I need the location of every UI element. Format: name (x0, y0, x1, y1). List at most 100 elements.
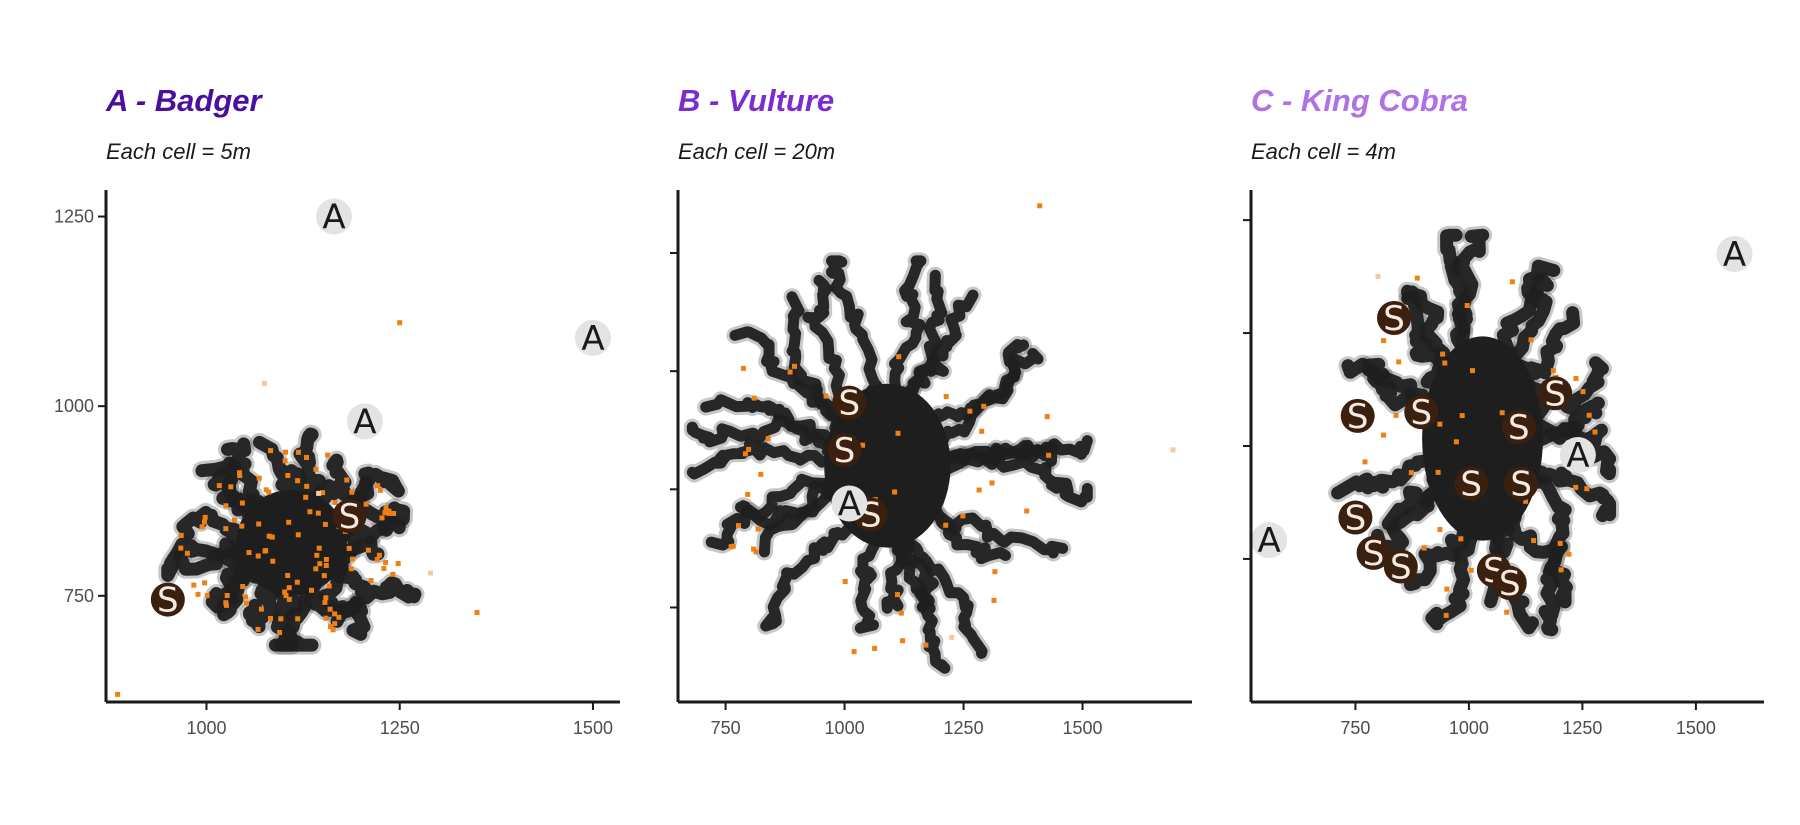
observation-point (285, 473, 291, 478)
observation-point (374, 556, 380, 562)
track-arm (705, 460, 893, 551)
observation-point (240, 584, 246, 589)
track-arm (802, 274, 893, 472)
observation-point (216, 483, 222, 489)
observation-point (363, 501, 369, 507)
settlement-marker: S (1377, 299, 1412, 339)
settlement-marker: S (1492, 564, 1527, 604)
activity-marker-label: A (353, 402, 376, 442)
observation-point (228, 484, 234, 490)
observation-point (755, 526, 761, 532)
settlement-marker-circle (1338, 500, 1373, 535)
axes: 1000 1250 1500 750 1000 1250 (54, 190, 620, 738)
observation-point (736, 523, 741, 529)
observation-point (896, 354, 902, 360)
observation-point (376, 552, 382, 558)
observation-point (322, 599, 328, 605)
activity-marker-circle (1716, 236, 1753, 272)
settlement-marker-circle (827, 432, 862, 467)
track-arm-halo (878, 437, 1061, 481)
settlement-marker-circle (832, 385, 867, 420)
activity-marker: A (574, 319, 611, 359)
activity-marker: A (1559, 436, 1596, 476)
observation-point (872, 645, 878, 651)
observation-point (943, 394, 949, 399)
track-arm-halo (1447, 225, 1496, 449)
observation-point (246, 550, 252, 555)
settlement-markers: SS (150, 497, 367, 621)
observation-point (268, 448, 274, 454)
observation-point (202, 519, 207, 525)
observation-point (304, 455, 309, 460)
settlement-marker: S (150, 581, 185, 621)
observation-point (1442, 360, 1448, 366)
settlement-marker-label: S (1345, 499, 1367, 539)
observation-point (224, 593, 230, 598)
observation-point (223, 503, 229, 509)
outlier-point (323, 563, 329, 568)
observation-point (1580, 389, 1586, 395)
observation-point (1458, 536, 1464, 542)
track-arm (1476, 356, 1609, 449)
observation-point (239, 523, 245, 529)
observation-point (348, 566, 354, 572)
settlement-marker: S (1356, 534, 1391, 574)
settlement-marker: S (832, 384, 867, 424)
movement-track (158, 424, 425, 655)
observation-point (244, 600, 249, 606)
observation-point (792, 363, 797, 369)
x-tick-label: 750 (1340, 718, 1370, 738)
observation-point (383, 560, 389, 565)
track-arm-halo (702, 457, 896, 554)
settlement-marker-label: S (1363, 534, 1385, 574)
activity-marker-circle (1559, 437, 1596, 474)
activity-marker-circle (1251, 522, 1288, 559)
settlement-marker-circle (1492, 566, 1527, 601)
observation-point (327, 606, 333, 612)
observation-point (314, 552, 320, 558)
observation-point (269, 534, 275, 540)
observation-point (268, 616, 273, 621)
settlement-marker: S (1454, 465, 1489, 505)
activity-marker: A (1251, 521, 1288, 561)
observation-point (313, 466, 319, 472)
observation-point (332, 500, 338, 505)
observation-point (377, 487, 383, 493)
settlement-marker-label: S (1499, 564, 1521, 604)
observation-point (323, 557, 329, 562)
observation-point (386, 508, 392, 514)
observation-point (823, 393, 829, 399)
observation-point (307, 509, 313, 515)
activity-markers: A A A (316, 198, 611, 442)
observation-point (178, 545, 184, 551)
observation-point (1566, 551, 1572, 557)
x-tick-label: 750 (711, 718, 741, 738)
observation-point (1044, 414, 1050, 420)
observation-point (1414, 275, 1420, 281)
plot-area (683, 203, 1176, 677)
track-arm-halo (1398, 281, 1492, 448)
plot-area (115, 320, 480, 697)
observation-point (332, 611, 338, 617)
activity-marker-label: A (581, 319, 604, 359)
track-arm-halo (799, 271, 896, 475)
observation-point (758, 471, 764, 477)
observation-point (751, 395, 757, 401)
observation-point (892, 489, 898, 495)
settlement-marker-label: S (1544, 374, 1566, 414)
panel-king-cobra: C - King Cobra Each cell = 4m SSS S SS SSS S… (1243, 83, 1764, 738)
observation-point (304, 483, 310, 489)
observation-point (989, 480, 995, 486)
activity-markers: A (831, 485, 868, 525)
observation-point (381, 566, 387, 571)
track-arm-halo (683, 435, 896, 483)
observation-point (991, 597, 997, 603)
observation-point (1444, 586, 1450, 592)
settlement-marker: S (1404, 393, 1439, 433)
observation-point (223, 526, 229, 532)
panel-title: A - Badger (105, 83, 264, 118)
observation-point (1523, 498, 1529, 504)
settlement-marker: S (332, 497, 367, 537)
observation-point (368, 578, 374, 584)
